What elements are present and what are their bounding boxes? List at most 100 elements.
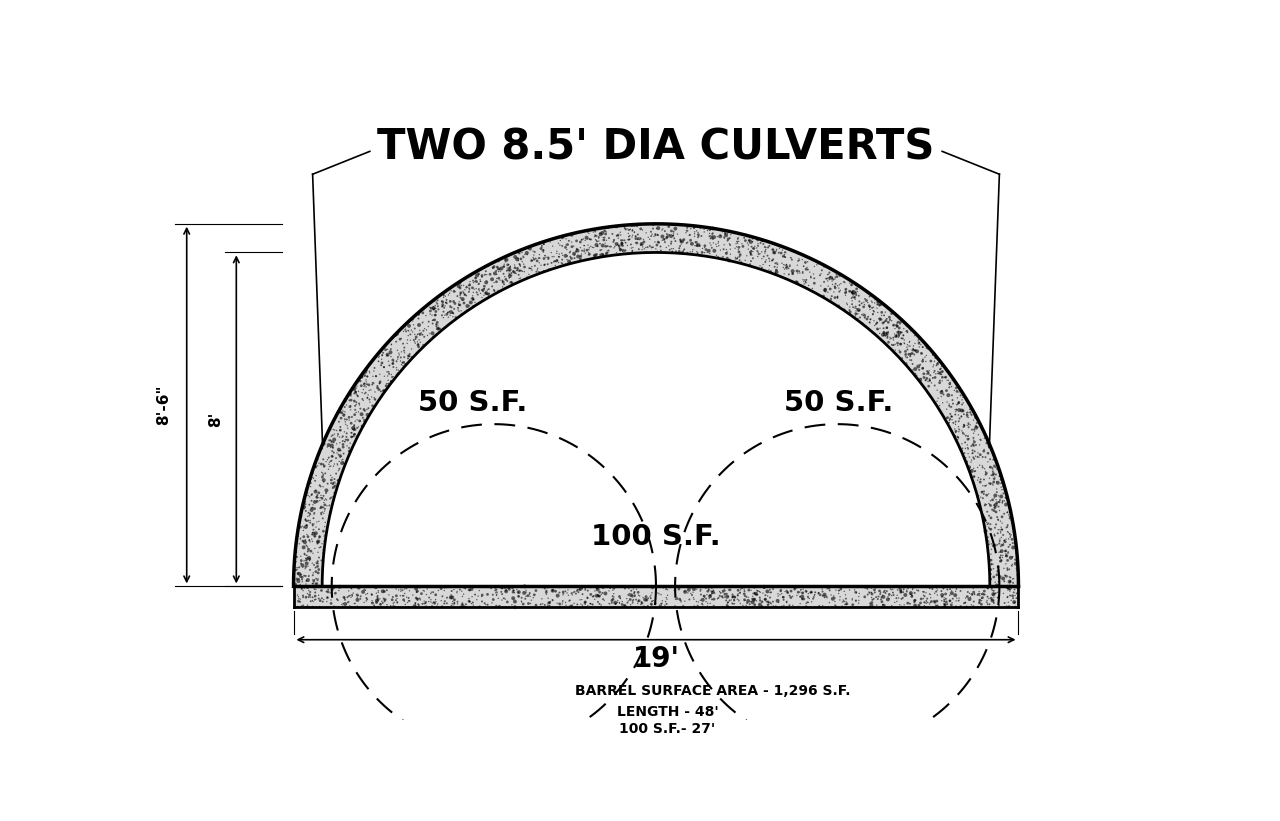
Point — [997, 549, 1018, 562]
Point — [302, 517, 323, 530]
Point — [946, 592, 966, 605]
Point — [992, 494, 1012, 507]
Point — [511, 581, 531, 594]
Point — [911, 372, 932, 385]
Point — [968, 588, 988, 601]
Point — [572, 588, 593, 601]
Point — [960, 418, 980, 431]
Point — [291, 554, 311, 567]
Point — [489, 263, 509, 276]
Point — [508, 268, 529, 282]
Point — [662, 242, 682, 255]
Point — [346, 385, 366, 398]
Point — [730, 256, 750, 269]
Point — [914, 367, 934, 380]
Point — [343, 429, 364, 442]
Point — [833, 595, 854, 608]
Point — [449, 583, 470, 596]
Point — [946, 405, 966, 418]
Point — [579, 248, 599, 261]
Point — [358, 378, 379, 392]
Point — [472, 285, 493, 298]
Point — [695, 581, 716, 594]
Point — [532, 581, 553, 594]
Point — [288, 594, 308, 608]
Point — [814, 284, 835, 297]
Point — [448, 304, 468, 317]
Point — [462, 293, 483, 306]
Point — [590, 227, 611, 240]
Point — [919, 379, 940, 392]
Point — [952, 444, 973, 457]
Point — [604, 233, 625, 246]
Point — [500, 276, 521, 289]
Point — [904, 339, 924, 352]
Point — [795, 275, 815, 288]
Point — [332, 450, 352, 463]
Point — [631, 237, 652, 250]
Point — [900, 597, 920, 610]
Point — [934, 598, 955, 611]
Point — [443, 310, 463, 323]
Point — [941, 410, 961, 423]
Point — [379, 355, 399, 368]
Point — [742, 592, 763, 605]
Point — [512, 246, 532, 259]
Point — [298, 581, 319, 594]
Point — [954, 388, 974, 401]
Point — [983, 477, 1004, 490]
Point — [594, 231, 614, 244]
Point — [692, 599, 713, 612]
Point — [285, 545, 306, 558]
Point — [758, 599, 778, 612]
Point — [978, 534, 998, 547]
Point — [954, 420, 974, 433]
Point — [777, 586, 797, 599]
Point — [494, 270, 515, 283]
Point — [357, 391, 378, 404]
Point — [870, 593, 891, 606]
Point — [547, 597, 567, 610]
Point — [778, 268, 799, 281]
Point — [384, 355, 404, 368]
Point — [666, 235, 686, 248]
Point — [329, 580, 349, 594]
Point — [458, 594, 479, 608]
Point — [333, 409, 353, 422]
Point — [911, 592, 932, 605]
Point — [384, 600, 404, 613]
Point — [438, 306, 458, 319]
Point — [347, 389, 367, 402]
Point — [586, 234, 607, 247]
Point — [314, 530, 334, 543]
Point — [310, 594, 330, 608]
Point — [978, 497, 998, 510]
Point — [961, 599, 982, 612]
Point — [585, 228, 605, 241]
Point — [620, 587, 640, 600]
Point — [333, 599, 353, 612]
Point — [410, 580, 430, 594]
Point — [914, 599, 934, 612]
Point — [454, 287, 475, 300]
Point — [846, 302, 867, 315]
Point — [888, 581, 909, 594]
Point — [527, 255, 548, 268]
Point — [321, 597, 342, 610]
Point — [984, 501, 1005, 514]
Point — [425, 299, 445, 312]
Point — [581, 598, 602, 611]
Point — [707, 230, 727, 243]
Point — [1000, 539, 1020, 552]
Point — [563, 240, 584, 253]
Point — [500, 259, 521, 273]
Point — [718, 600, 739, 613]
Point — [323, 445, 343, 458]
Point — [937, 583, 957, 596]
Point — [1004, 533, 1024, 546]
Point — [948, 431, 969, 444]
Point — [980, 469, 1001, 482]
Point — [905, 343, 925, 356]
Point — [457, 281, 477, 294]
Point — [731, 256, 751, 269]
